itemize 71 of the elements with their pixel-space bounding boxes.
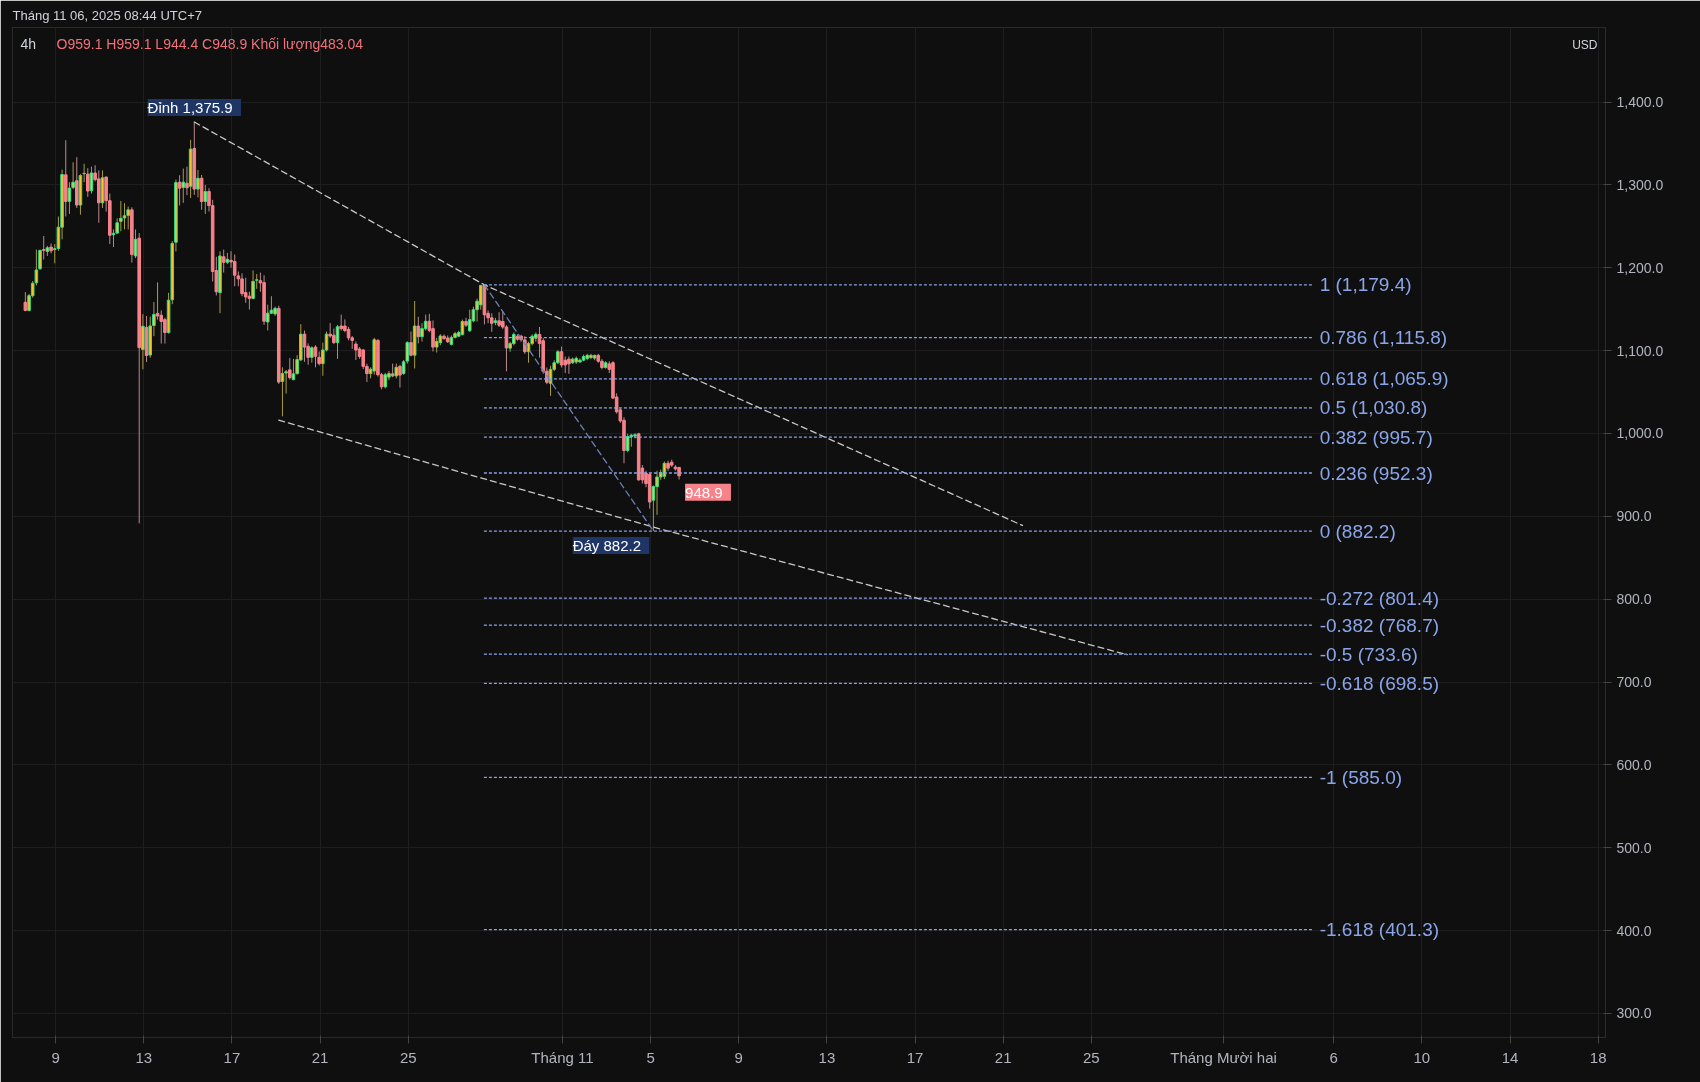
candlestick	[86, 167, 90, 198]
x-tick-label: Tháng 11	[531, 1048, 594, 1066]
series-label: 0.382 (995.7)	[1319, 426, 1433, 448]
x-tick-label: 6	[1329, 1048, 1338, 1066]
series-label: -1.618 (401.3)	[1319, 919, 1440, 941]
candlestick	[442, 333, 446, 341]
y-tick-label: 1,300.0	[1616, 176, 1664, 193]
candlestick	[141, 313, 145, 370]
x-tick-label: 17	[906, 1048, 924, 1066]
x-tick-label: 10	[1413, 1048, 1431, 1066]
y-tick-label: 1,000.0	[1616, 425, 1664, 442]
candlestick	[251, 269, 255, 300]
x-tick-label: 25	[1082, 1048, 1100, 1066]
x-tick-label: 21	[311, 1048, 329, 1066]
candlestick	[409, 331, 413, 357]
series-label: 0.5 (1,030.8)	[1319, 397, 1428, 419]
candlestick	[280, 366, 285, 417]
candlestick	[398, 364, 402, 389]
candlestick	[199, 174, 204, 211]
candlestick	[126, 206, 130, 230]
text: 4h	[20, 35, 37, 52]
series-label: -0.618 (698.5)	[1319, 672, 1440, 694]
x-tick-label: 9	[734, 1048, 743, 1066]
candlestick	[196, 169, 200, 198]
series-label: -0.5 (733.6)	[1319, 643, 1418, 665]
candlestick	[119, 200, 123, 232]
candlestick	[181, 168, 186, 204]
series-label: 0 (882.2)	[1319, 520, 1396, 542]
x-tick-label: 17	[223, 1048, 241, 1066]
annotation: USD	[1572, 37, 1598, 52]
y-tick-label: 900.0	[1616, 508, 1652, 525]
y-tick-label: 500.0	[1616, 839, 1652, 856]
candlestick	[578, 357, 582, 364]
candlestick	[567, 355, 571, 375]
x-tick-label: 25	[399, 1048, 417, 1066]
x-tick-label: 13	[135, 1048, 153, 1066]
series-label: 0.618 (1,065.9)	[1319, 368, 1449, 390]
y-tick-label: 1,200.0	[1616, 259, 1664, 276]
x-tick-label: 14	[1501, 1048, 1519, 1066]
y-tick-label: 800.0	[1616, 591, 1652, 608]
candlestick	[416, 316, 421, 344]
y-tick-label: 300.0	[1616, 1005, 1652, 1022]
x-tick-label: 9	[51, 1048, 60, 1066]
annotation: Đỉnh 1,375.9	[147, 99, 233, 117]
y-tick-label: 400.0	[1616, 922, 1652, 939]
x-tick-label: 18	[1589, 1048, 1607, 1066]
y-tick-label: 600.0	[1616, 756, 1652, 773]
series-label: 1 (1,179.4)	[1319, 274, 1412, 296]
candlestick	[497, 311, 501, 328]
series-label: -1 (585.0)	[1319, 766, 1403, 788]
series-label: 0.236 (952.3)	[1319, 462, 1433, 484]
annotation: 948.9	[685, 483, 723, 501]
candlestick	[302, 330, 307, 363]
y-tick-label: 700.0	[1616, 674, 1652, 691]
x-tick-label: 13	[818, 1048, 836, 1066]
text: O959.1 H959.1 L944.4 C948.9 Khối lượng483.04	[56, 35, 364, 52]
series-label: 0.786 (1,115.8)	[1319, 327, 1448, 349]
candlestick	[49, 242, 53, 254]
candlestick	[185, 166, 189, 196]
x-tick-label: 21	[994, 1048, 1012, 1066]
y-tick-label: 1,400.0	[1616, 94, 1664, 111]
candlestick	[122, 202, 127, 230]
candlestick	[265, 304, 270, 331]
x-tick-label: Tháng Mười hai	[1170, 1048, 1277, 1066]
x-tick-label: 5	[646, 1048, 655, 1066]
annotation: Đáy 882.2	[572, 537, 642, 555]
series-label: -0.272 (801.4)	[1319, 587, 1440, 609]
series-label: -0.382 (768.7)	[1319, 614, 1440, 636]
y-tick-label: 1,100.0	[1616, 342, 1664, 359]
candlestick	[203, 184, 208, 215]
text: Tháng 11 06, 2025 08:44 UTC+7	[12, 7, 202, 23]
